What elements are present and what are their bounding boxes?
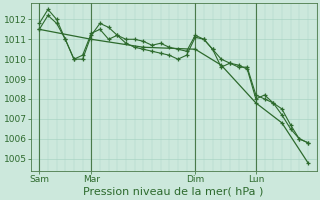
X-axis label: Pression niveau de la mer( hPa ): Pression niveau de la mer( hPa ) xyxy=(84,187,264,197)
